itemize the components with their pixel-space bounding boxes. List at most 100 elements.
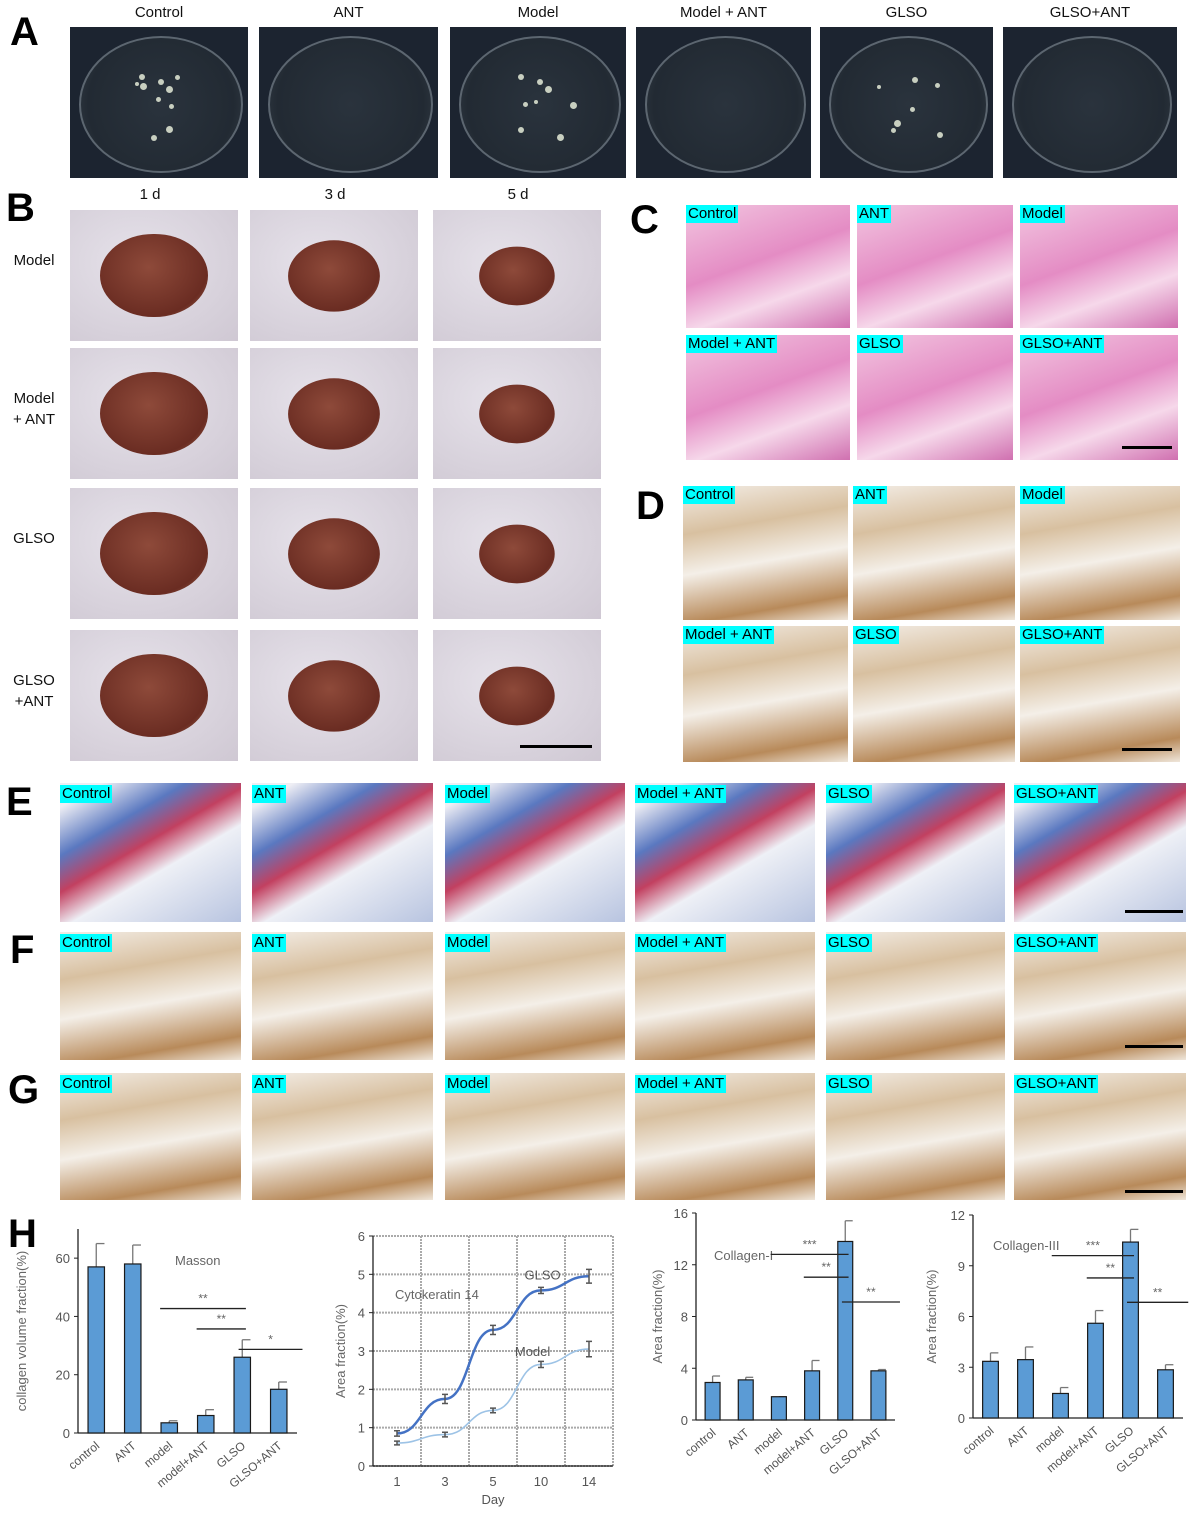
plate-title: Control — [134, 4, 184, 21]
panel-label-f: F — [10, 928, 35, 972]
group-label: GLSO+ANT — [1020, 335, 1105, 353]
wound-photo — [433, 488, 601, 619]
micrograph — [1020, 626, 1180, 762]
row-label: Model + ANT — [12, 390, 56, 428]
y-axis-label: Area fraction(%) — [650, 1270, 665, 1364]
colony — [151, 135, 158, 142]
wound-photo — [70, 488, 238, 619]
group-label: GLSO — [853, 626, 899, 644]
plate-title: Model + ANT — [679, 4, 768, 21]
micrograph — [252, 783, 433, 922]
chart-masson: 0 20 40 60 collagen volume fraction(%) Masson… — [14, 1229, 303, 1491]
group-label: Model + ANT — [686, 335, 778, 353]
bar-model+ANT — [1087, 1322, 1104, 1419]
error-bar — [586, 1340, 592, 1358]
significance-mark: ** — [822, 1260, 832, 1274]
significance-mark: ** — [198, 1292, 208, 1306]
group-label: Control — [60, 934, 113, 952]
colony — [911, 76, 918, 83]
micrograph — [1020, 205, 1178, 328]
error-bar — [490, 1407, 496, 1414]
y-tick-label: 6 — [358, 1229, 365, 1244]
x-tick-label: 3 — [441, 1474, 448, 1489]
micrograph — [686, 335, 850, 460]
y-tick-label: 0 — [358, 1459, 365, 1474]
micrograph — [683, 626, 848, 762]
micrograph — [252, 932, 433, 1060]
x-tick-label: 10 — [534, 1474, 548, 1489]
micrograph — [1020, 335, 1178, 460]
wound-photo — [250, 488, 418, 619]
petri-dish — [458, 36, 622, 173]
petri-dish-photo — [1003, 27, 1177, 178]
y-tick-label: 0 — [681, 1413, 688, 1428]
bar-model+ANT — [804, 1370, 821, 1421]
chart-title: Collagen-III — [993, 1238, 1059, 1253]
chart-title: Collagen-I — [714, 1248, 773, 1263]
day-label: 5 d — [507, 186, 529, 203]
panel-label-a: A — [10, 10, 39, 54]
plate-title: Model — [517, 4, 559, 21]
y-tick-label: 3 — [958, 1360, 965, 1375]
day-label: 3 d — [324, 186, 346, 203]
series-line-Model — [396, 1348, 590, 1444]
y-tick-label: 2 — [358, 1382, 365, 1397]
error-bar — [490, 1324, 496, 1336]
error-bar — [394, 1440, 400, 1446]
row-label: GLSO +ANT — [13, 672, 55, 710]
bar-model — [770, 1396, 787, 1421]
plate-title: GLSO+ANT — [1049, 4, 1131, 21]
bar-GLSO+ANT — [870, 1370, 887, 1421]
panel-label-d: D — [636, 484, 665, 528]
chart-collagen-i: 0 4 8 12 16 Area fraction(%) Collagen-I control… — [650, 1206, 900, 1478]
colony — [140, 83, 148, 91]
y-tick-label: 16 — [674, 1206, 688, 1221]
y-tick-label: 12 — [674, 1258, 688, 1273]
bar-control — [704, 1381, 721, 1421]
group-label: ANT — [853, 486, 887, 504]
petri-dish — [1011, 36, 1173, 173]
petri-dish-photo — [70, 27, 248, 178]
bar-GLSO+ANT — [1157, 1369, 1174, 1419]
colony — [536, 79, 543, 86]
significance-mark: ** — [217, 1312, 227, 1326]
colony — [156, 96, 162, 102]
wound-photo — [433, 630, 601, 761]
error-bar — [538, 1286, 544, 1295]
bar-ANT — [123, 1263, 142, 1434]
wound-area — [288, 517, 380, 590]
scale-bar — [1122, 748, 1172, 751]
petri-dish — [828, 36, 989, 173]
panel-label-h: H — [8, 1212, 37, 1256]
y-tick-label: 3 — [358, 1344, 365, 1359]
micrograph — [1014, 783, 1186, 922]
plate-title: GLSO — [885, 4, 928, 21]
micrograph — [857, 205, 1013, 328]
series-label: Model — [515, 1344, 551, 1359]
micrograph — [826, 1073, 1005, 1200]
chart-collagen-iii: 0 3 6 9 12 Area fraction(%) Collagen-III contro… — [924, 1208, 1189, 1476]
x-tick-label: ANT — [111, 1438, 139, 1465]
micrograph — [60, 932, 241, 1060]
group-label: Model + ANT — [635, 785, 727, 803]
significance-mark: ** — [866, 1285, 876, 1299]
colony — [570, 101, 578, 109]
x-tick-label: 5 — [489, 1474, 496, 1489]
micrograph — [60, 783, 241, 922]
colony — [936, 132, 943, 139]
micrograph — [1014, 1073, 1186, 1200]
micrograph — [853, 626, 1015, 762]
wound-area — [100, 653, 208, 738]
significance-mark: * — [268, 1332, 273, 1346]
colony — [894, 120, 902, 128]
x-tick-label: 14 — [582, 1474, 596, 1489]
y-tick-label: 6 — [958, 1310, 965, 1325]
error-bar — [442, 1431, 448, 1438]
panel-label-e: E — [6, 780, 33, 824]
wound-area — [479, 384, 555, 443]
series-label: GLSO — [525, 1267, 561, 1282]
wound-photo — [70, 348, 238, 479]
group-label: Model + ANT — [635, 1075, 727, 1093]
x-tick-label: control — [66, 1439, 103, 1473]
